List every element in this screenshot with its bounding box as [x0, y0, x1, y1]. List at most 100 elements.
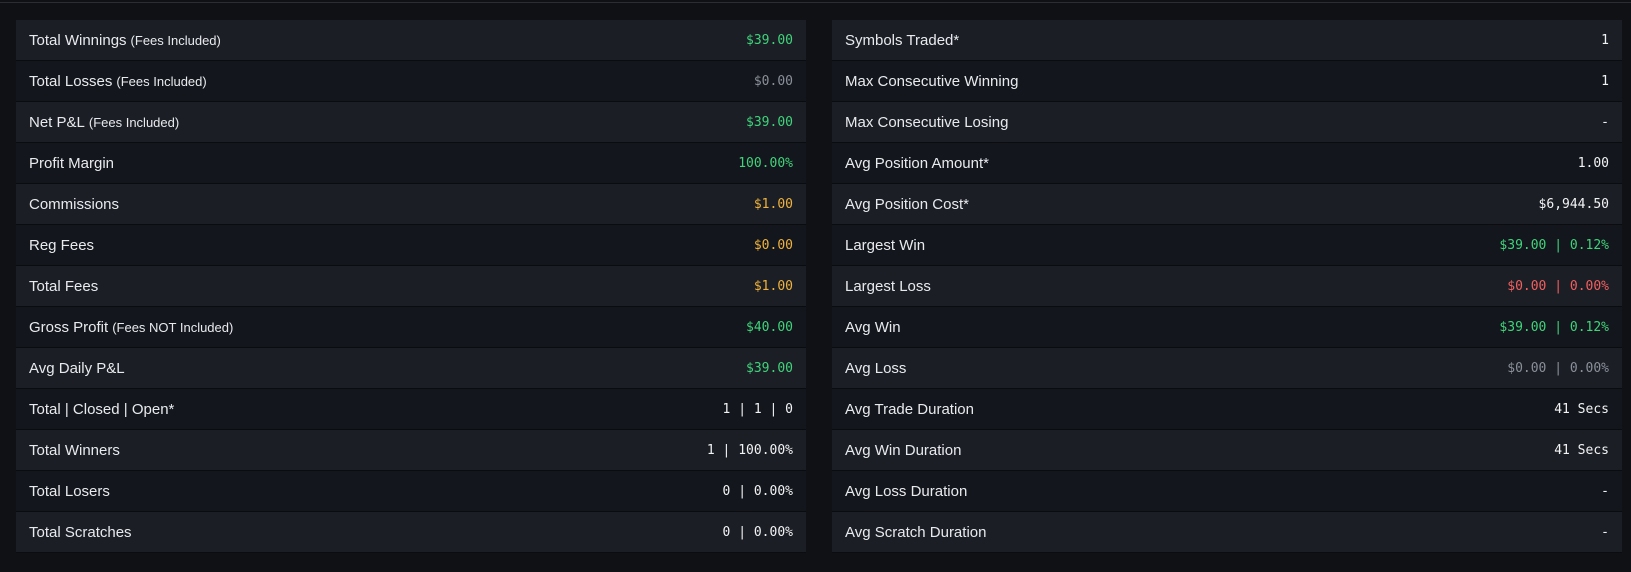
- stat-label: Profit Margin: [29, 155, 114, 172]
- stat-value: 41 Secs: [1554, 442, 1609, 458]
- stat-row-profit-margin: Profit Margin 100.00%: [16, 143, 806, 184]
- stat-row-total-winnings: Total Winnings (Fees Included) $39.00: [16, 20, 806, 61]
- stat-label-text: Avg Win Duration: [845, 441, 962, 459]
- stat-label: Commissions: [29, 196, 119, 213]
- stat-value: $6,944.50: [1538, 196, 1609, 212]
- stat-label: Total Fees: [29, 278, 98, 295]
- stat-label: Avg Position Cost*: [845, 196, 969, 213]
- stat-value: 1: [1601, 73, 1609, 89]
- stat-row-total-winners: Total Winners 1 | 100.00%: [16, 430, 806, 471]
- stat-row-largest-loss: Largest Loss $0.00 | 0.00%: [832, 266, 1622, 307]
- left-stats-panel: Total Winnings (Fees Included) $39.00 Total…: [16, 20, 806, 553]
- stat-label: Total Winnings (Fees Included): [29, 32, 221, 49]
- stat-label-text: Largest Loss: [845, 277, 931, 295]
- stat-row-max-consecutive-losing: Max Consecutive Losing -: [832, 102, 1622, 143]
- stat-label: Largest Win: [845, 237, 925, 254]
- stat-value: $39.00 | 0.12%: [1499, 319, 1609, 335]
- stat-row-total-losers: Total Losers 0 | 0.00%: [16, 471, 806, 512]
- stat-row-avg-win-duration: Avg Win Duration 41 Secs: [832, 430, 1622, 471]
- stat-value: $0.00 | 0.00%: [1507, 278, 1609, 294]
- stat-value: $0.00: [753, 73, 793, 89]
- stat-value: $39.00: [746, 32, 793, 48]
- stat-label: Net P&L (Fees Included): [29, 114, 179, 131]
- stat-label-text: Avg Daily P&L: [29, 359, 125, 377]
- stat-label: Symbols Traded*: [845, 32, 959, 49]
- right-stats-panel: Symbols Traded* 1 Max Consecutive Winning 1…: [832, 20, 1622, 553]
- stat-row-total-fees: Total Fees $1.00: [16, 266, 806, 307]
- top-divider: [0, 2, 1631, 3]
- stat-value: $39.00: [746, 114, 793, 130]
- stat-label-text: Net P&L: [29, 113, 85, 131]
- stat-label-text: Gross Profit: [29, 318, 109, 336]
- stat-value: $1.00: [753, 278, 793, 294]
- stat-label-text: Total Winnings: [29, 31, 127, 49]
- stat-value: $0.00 | 0.00%: [1507, 360, 1609, 376]
- stat-row-max-consecutive-winning: Max Consecutive Winning 1: [832, 61, 1622, 102]
- stat-row-avg-loss-duration: Avg Loss Duration -: [832, 471, 1622, 512]
- stat-value: -: [1601, 114, 1609, 130]
- stat-value: 41 Secs: [1554, 401, 1609, 417]
- stat-label: Gross Profit (Fees NOT Included): [29, 319, 233, 336]
- stat-label-text: Profit Margin: [29, 154, 115, 172]
- stat-row-avg-win: Avg Win $39.00 | 0.12%: [832, 307, 1622, 348]
- stat-label-text: Avg Scratch Duration: [845, 523, 987, 541]
- stat-label-text: Total Fees: [29, 277, 99, 295]
- stat-label: Total Scratches: [29, 524, 132, 541]
- stat-value: 1: [1601, 32, 1609, 48]
- stat-row-avg-daily-p-l: Avg Daily P&L $39.00: [16, 348, 806, 389]
- stat-row-avg-position-cost: Avg Position Cost* $6,944.50: [832, 184, 1622, 225]
- stat-label: Avg Loss: [845, 360, 906, 377]
- stat-label-text: Avg Trade Duration: [845, 400, 974, 418]
- stat-value: $40.00: [746, 319, 793, 335]
- stat-label-text: Symbols Traded*: [845, 31, 960, 49]
- stat-label: Avg Trade Duration: [845, 401, 974, 418]
- stat-row-largest-win: Largest Win $39.00 | 0.12%: [832, 225, 1622, 266]
- stat-label-text: Max Consecutive Losing: [845, 113, 1009, 131]
- stat-label: Avg Position Amount*: [845, 155, 989, 172]
- stat-label: Total Losers: [29, 483, 110, 500]
- stat-label: Avg Daily P&L: [29, 360, 125, 377]
- stat-label: Total Losses (Fees Included): [29, 73, 207, 90]
- stat-row-symbols-traded: Symbols Traded* 1: [832, 20, 1622, 61]
- stat-label-text: Avg Win: [845, 318, 901, 336]
- stat-value: $0.00: [753, 237, 793, 253]
- stat-label-text: Avg Loss Duration: [845, 482, 968, 500]
- stat-row-avg-trade-duration: Avg Trade Duration 41 Secs: [832, 389, 1622, 430]
- stat-row-reg-fees: Reg Fees $0.00: [16, 225, 806, 266]
- stat-label-text: Max Consecutive Winning: [845, 72, 1019, 90]
- stat-row-avg-position-amount: Avg Position Amount* 1.00: [832, 143, 1622, 184]
- stat-label: Total Winners: [29, 442, 120, 459]
- stat-label: Reg Fees: [29, 237, 94, 254]
- stat-label: Max Consecutive Losing: [845, 114, 1008, 131]
- stat-value: 1.00: [1577, 155, 1609, 171]
- stat-label-note: (Fees Included): [88, 114, 180, 130]
- stat-value: $39.00: [746, 360, 793, 376]
- stat-label: Avg Win Duration: [845, 442, 961, 459]
- stat-label: Avg Win: [845, 319, 901, 336]
- stat-label-text: Total Winners: [29, 441, 120, 459]
- stat-label: Total | Closed | Open*: [29, 401, 174, 418]
- stat-label-note: (Fees NOT Included): [112, 319, 234, 335]
- stat-label-text: Avg Loss: [845, 359, 907, 377]
- stat-label-text: Total Losses: [29, 72, 113, 90]
- stat-value: 0 | 0.00%: [722, 524, 793, 540]
- stat-value: -: [1601, 483, 1609, 499]
- stat-row-total-losses: Total Losses (Fees Included) $0.00: [16, 61, 806, 102]
- stat-value: 1 | 1 | 0: [722, 401, 793, 417]
- stat-value: $1.00: [753, 196, 793, 212]
- stat-value: 100.00%: [738, 155, 793, 171]
- stat-label-text: Total Losers: [29, 482, 110, 500]
- stat-label-text: Commissions: [29, 195, 120, 213]
- stat-label-note: (Fees Included): [130, 32, 221, 48]
- stat-label: Avg Scratch Duration: [845, 524, 986, 541]
- stat-row-total-closed-open: Total | Closed | Open* 1 | 1 | 0: [16, 389, 806, 430]
- stat-row-gross-profit: Gross Profit (Fees NOT Included) $40.00: [16, 307, 806, 348]
- stat-value: $39.00 | 0.12%: [1499, 237, 1609, 253]
- stat-label-text: Total | Closed | Open*: [29, 400, 175, 418]
- stat-label-note: (Fees Included): [116, 73, 207, 89]
- stat-row-total-scratches: Total Scratches 0 | 0.00%: [16, 512, 806, 553]
- stat-label: Max Consecutive Winning: [845, 73, 1018, 90]
- stat-row-net-p-l: Net P&L (Fees Included) $39.00: [16, 102, 806, 143]
- stat-label: Avg Loss Duration: [845, 483, 967, 500]
